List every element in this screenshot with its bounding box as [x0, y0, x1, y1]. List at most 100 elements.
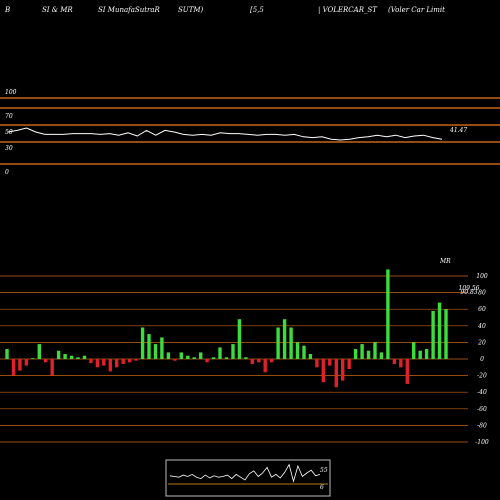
mrsi-bar	[82, 355, 87, 359]
mrsi-tick-label: -80	[477, 422, 487, 429]
mrsi-bar	[412, 342, 416, 359]
mrsi-bar	[328, 359, 332, 366]
mrsi-bar	[44, 359, 48, 363]
mrsi-bar	[315, 359, 319, 368]
mrsi-bar	[302, 345, 306, 359]
mrsi-bar	[160, 337, 164, 359]
mrsi-tick-label: 40	[477, 323, 486, 330]
mrsi-bar	[224, 357, 229, 359]
mrsi-bar	[218, 347, 222, 359]
mrsi-bar	[37, 344, 41, 359]
mrsi-bar	[418, 350, 422, 359]
mrsi-bar	[153, 344, 158, 359]
mrsi-bar	[282, 319, 287, 359]
mrsi-bar	[276, 327, 280, 359]
chart-header: B SI & MR SI MunafaSutraR SUTM) [5,5 | VOLERC…	[4, 6, 445, 14]
rsi-tick-label: 50	[5, 129, 13, 136]
mrsi-panel: MR 100 80 60 40 20 0 -20 -40 -60 -80 -100 109.5690…	[0, 258, 489, 446]
mrsi-bar	[128, 359, 132, 363]
header-item: (Voler Car Limit	[388, 6, 445, 14]
mrsi-bar	[56, 350, 61, 359]
mrsi-bar	[211, 357, 216, 359]
mrsi-bar	[102, 359, 106, 366]
header-item: B	[4, 6, 10, 14]
mrsi-bar	[334, 359, 338, 388]
mrsi-bar	[321, 359, 325, 383]
mrsi-bar	[147, 334, 151, 359]
mrsi-annotation: 90.83	[460, 289, 477, 296]
mrsi-bar	[76, 357, 80, 359]
mrsi-bar	[192, 357, 196, 359]
mrsi-tick-label: 0	[480, 356, 484, 363]
mrsi-bar	[199, 352, 203, 359]
mrsi-bar	[289, 327, 293, 359]
mrsi-bar	[295, 342, 300, 359]
mrsi-tick-label: -60	[477, 406, 487, 413]
mrsi-bar	[231, 344, 235, 359]
header-item: [5,5	[250, 6, 264, 14]
mrsi-bar	[166, 352, 171, 359]
mrsi-bar	[69, 355, 74, 359]
mrsi-bar	[263, 359, 267, 373]
mrsi-bar	[392, 359, 397, 364]
header-item: SUTM)	[178, 6, 204, 14]
rsi-tick-label: 100	[5, 89, 17, 96]
mrsi-tick-label: -40	[477, 389, 487, 396]
rsi-last-value: 41.47	[449, 127, 467, 134]
mrsi-bar	[244, 357, 248, 359]
mrsi-bar	[186, 355, 190, 359]
mrsi-bar	[173, 359, 177, 361]
mrsi-tick-label: -100	[475, 439, 489, 446]
mrsi-bar	[444, 309, 448, 359]
mrsi-bar	[63, 354, 67, 359]
mrsi-bar	[373, 342, 377, 359]
mrsi-bar	[95, 359, 100, 368]
mrsi-bar	[308, 354, 313, 359]
mrsi-bar	[237, 319, 242, 359]
mrsi-annotation: 109.56	[459, 285, 480, 292]
rsi-tick-label: 30	[5, 145, 13, 152]
mrsi-tick-label: 80	[478, 290, 486, 297]
mrsi-tick-label: 100	[476, 273, 488, 280]
rsi-tick-label: 0	[5, 169, 9, 176]
mrsi-bar	[24, 359, 29, 366]
mrsi-bar	[134, 359, 138, 361]
rsi-gridlines	[0, 97, 500, 165]
header-item: SI & MR	[42, 6, 73, 14]
mrsi-bar	[18, 359, 22, 371]
mrsi-bar	[11, 359, 16, 376]
mrsi-bar	[431, 310, 435, 359]
mrsi-bar	[179, 352, 183, 359]
mrsi-bar	[360, 344, 364, 359]
mini-panel-frame	[165, 459, 331, 497]
mini-tick-label: 55	[320, 467, 328, 474]
mrsi-bar	[379, 352, 384, 359]
mrsi-bar	[405, 359, 409, 384]
header-item: | VOLERCAR_ST	[318, 6, 378, 14]
mrsi-bar	[250, 359, 254, 364]
mrsi-bar	[31, 358, 35, 359]
rsi-panel: 100 70 50 30 0 41.47	[0, 89, 500, 176]
mrsi-bar	[341, 359, 345, 381]
mrsi-tick-label: -20	[477, 373, 487, 380]
mrsi-bar	[366, 350, 371, 359]
mrsi-bar	[108, 359, 112, 372]
rsi-line	[7, 127, 443, 141]
mrsi-bars	[5, 269, 448, 388]
rsi-tick-labels: 100 70 50 30 0	[5, 89, 17, 176]
mini-tick-label: 6	[320, 484, 324, 491]
mrsi-bar	[140, 327, 145, 359]
mrsi-tick-label: 20	[477, 339, 486, 346]
mrsi-bar	[386, 269, 390, 359]
header-item: SI MunafaSutraR	[98, 6, 161, 14]
mrsi-bar	[50, 359, 54, 376]
mrsi-bar	[5, 349, 9, 359]
mrsi-tick-labels: 100 80 60 40 20 0 -20 -40 -60 -80 -100	[475, 273, 489, 446]
mrsi-bar	[437, 302, 442, 359]
mrsi-bar	[347, 359, 351, 369]
mrsi-bar	[353, 349, 358, 359]
mrsi-bar	[121, 359, 125, 364]
rsi-tick-label: 70	[5, 113, 13, 120]
